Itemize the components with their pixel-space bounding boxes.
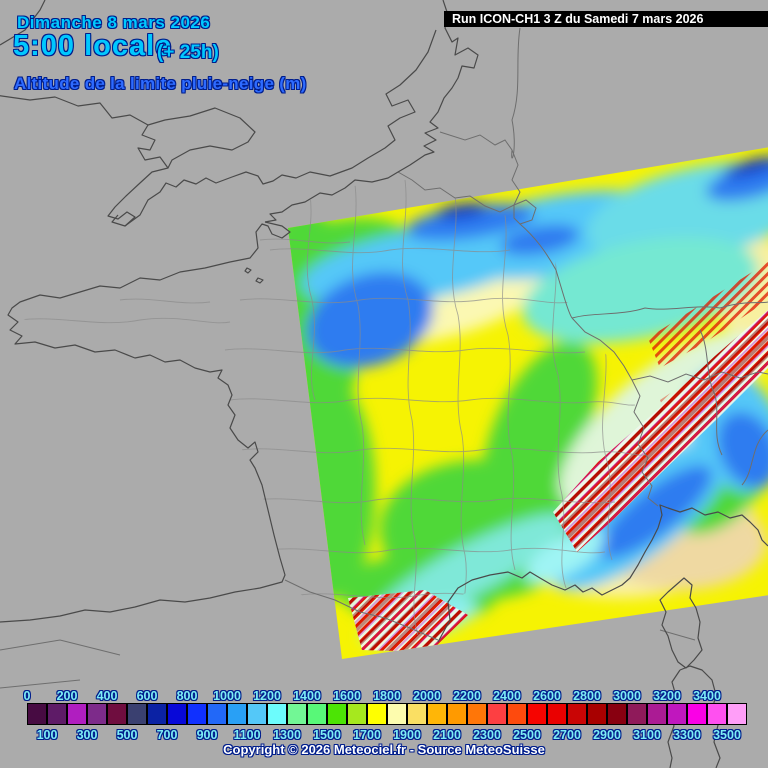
scale-tick-label: 3500 — [707, 728, 747, 742]
scale-tick-label: 2000 — [407, 689, 447, 703]
scale-color-cell — [407, 703, 427, 725]
scale-color-cell — [107, 703, 127, 725]
scale-tick-label: 1700 — [347, 728, 387, 742]
scale-tick-label: 3000 — [607, 689, 647, 703]
forecast-offset-label: (+ 25h) — [157, 42, 219, 64]
colorbar-top-labels: 0200400600800100012001400160018002000220… — [7, 687, 767, 702]
scale-tick-label: 2300 — [467, 728, 507, 742]
scale-color-cell — [27, 703, 47, 725]
scale-tick-label: 2700 — [547, 728, 587, 742]
scale-tick-label: 200 — [47, 689, 87, 703]
scale-color-cell — [607, 703, 627, 725]
map-canvas — [0, 0, 768, 768]
scale-tick-label: 1200 — [247, 689, 287, 703]
scale-color-cell — [247, 703, 267, 725]
scale-color-cell — [367, 703, 387, 725]
scale-tick-label: 800 — [167, 689, 207, 703]
scale-color-cell — [147, 703, 167, 725]
scale-color-cell — [227, 703, 247, 725]
scale-tick-label: 700 — [147, 728, 187, 742]
scale-color-cell — [267, 703, 287, 725]
scale-color-cell — [47, 703, 67, 725]
scale-color-cell — [387, 703, 407, 725]
scale-tick-label: 100 — [27, 728, 67, 742]
copyright-notice: Copyright © 2026 Meteociel.fr - Source M… — [0, 742, 768, 757]
parameter-title: Altitude de la limite pluie-neige (m) — [14, 74, 307, 94]
scale-color-cell — [347, 703, 367, 725]
scale-color-cell — [447, 703, 467, 725]
scale-color-cell — [287, 703, 307, 725]
weather-map-page: Dimanche 8 mars 2026 5:00 locale (+ 25h)… — [0, 0, 768, 768]
scale-tick-label: 600 — [127, 689, 167, 703]
scale-tick-label: 400 — [87, 689, 127, 703]
scale-tick-label: 2100 — [427, 728, 467, 742]
scale-color-cell — [687, 703, 707, 725]
scale-color-cell — [307, 703, 327, 725]
scale-color-cell — [207, 703, 227, 725]
scale-color-cell — [587, 703, 607, 725]
scale-color-cell — [647, 703, 667, 725]
colorbar-cells — [27, 703, 747, 725]
scale-tick-label: 500 — [107, 728, 147, 742]
scale-tick-label: 3400 — [687, 689, 727, 703]
scale-tick-label: 3200 — [647, 689, 687, 703]
scale-color-cell — [167, 703, 187, 725]
scale-color-cell — [667, 703, 687, 725]
scale-tick-label: 2800 — [567, 689, 607, 703]
scale-color-cell — [327, 703, 347, 725]
scale-color-cell — [527, 703, 547, 725]
scale-color-cell — [467, 703, 487, 725]
scale-tick-label: 1000 — [207, 689, 247, 703]
scale-tick-label: 2600 — [527, 689, 567, 703]
colorbar-bottom-labels: 1003005007009001100130015001700190021002… — [27, 726, 768, 741]
scale-color-cell — [67, 703, 87, 725]
scale-tick-label: 1800 — [367, 689, 407, 703]
scale-tick-label: 1900 — [387, 728, 427, 742]
scale-color-cell — [427, 703, 447, 725]
scale-color-cell — [507, 703, 527, 725]
scale-color-cell — [627, 703, 647, 725]
scale-tick-label: 1100 — [227, 728, 267, 742]
scale-color-cell — [727, 703, 747, 725]
scale-color-cell — [87, 703, 107, 725]
scale-color-cell — [487, 703, 507, 725]
valid-time-label: 5:00 locale — [13, 30, 172, 63]
model-run-info: Run ICON-CH1 3 Z du Samedi 7 mars 2026 — [444, 11, 768, 27]
scale-tick-label: 1300 — [267, 728, 307, 742]
scale-tick-label: 1400 — [287, 689, 327, 703]
scale-tick-label: 1600 — [327, 689, 367, 703]
scale-tick-label: 3300 — [667, 728, 707, 742]
scale-tick-label: 2500 — [507, 728, 547, 742]
scale-color-cell — [567, 703, 587, 725]
scale-tick-label: 300 — [67, 728, 107, 742]
scale-tick-label: 2400 — [487, 689, 527, 703]
scale-tick-label: 900 — [187, 728, 227, 742]
scale-tick-label: 2200 — [447, 689, 487, 703]
scale-color-cell — [187, 703, 207, 725]
scale-color-cell — [547, 703, 567, 725]
scale-tick-label: 0 — [7, 689, 47, 703]
scale-tick-label: 2900 — [587, 728, 627, 742]
scale-tick-label: 3100 — [627, 728, 667, 742]
scale-tick-label: 1500 — [307, 728, 347, 742]
scale-color-cell — [127, 703, 147, 725]
scale-color-cell — [707, 703, 727, 725]
